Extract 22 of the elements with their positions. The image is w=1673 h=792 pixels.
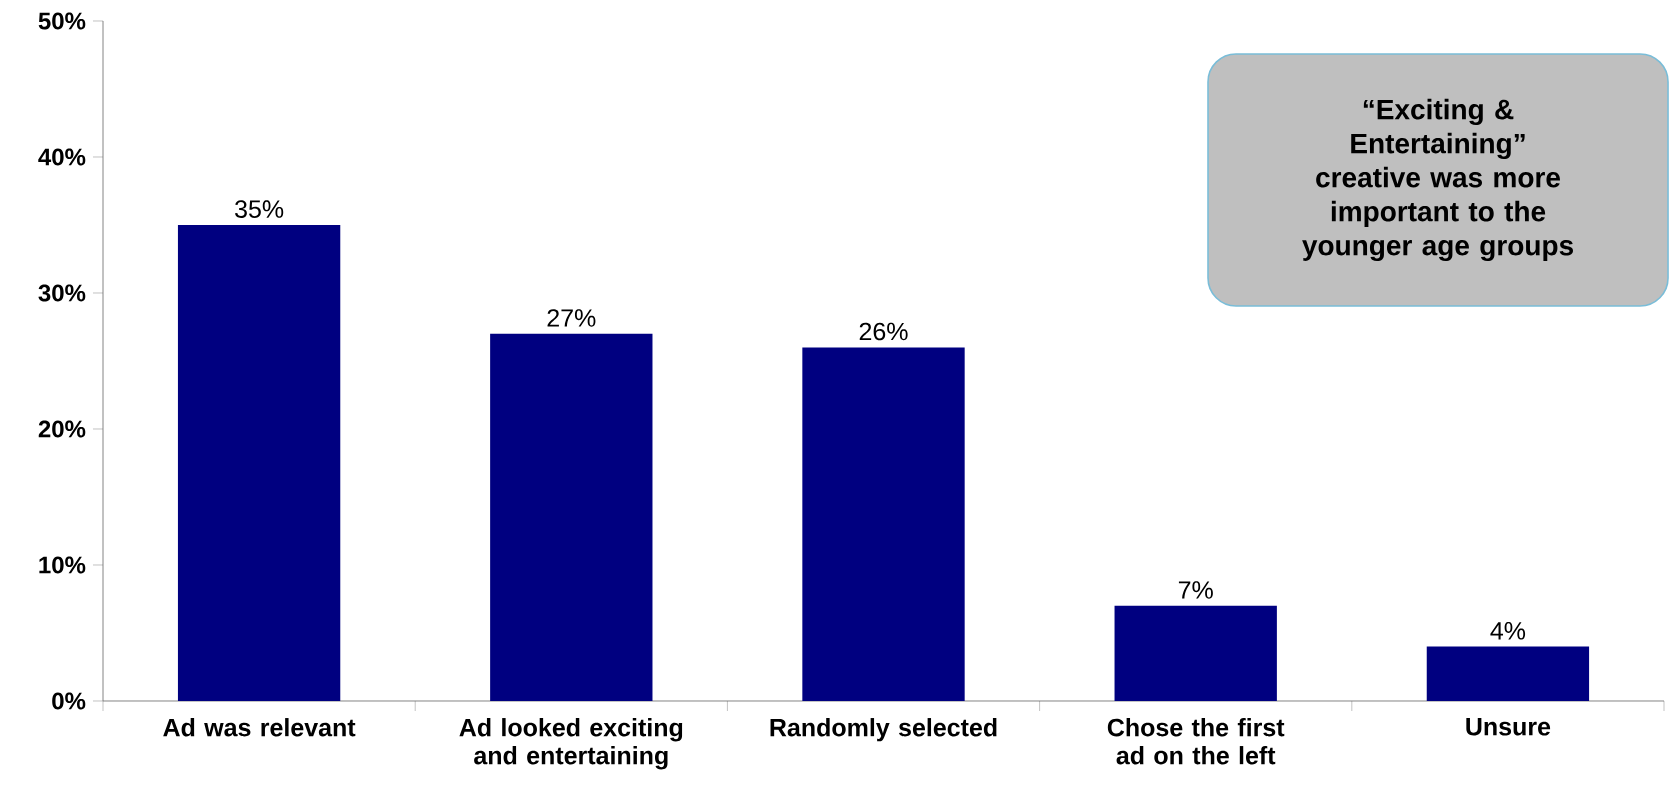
x-tick-label: Ad was relevant (163, 718, 356, 737)
annotation: “Exciting & Entertaining” creative was more important to the younger age groups (1302, 98, 1573, 262)
data-label: 7% (1178, 581, 1213, 599)
data-label: 26% (859, 322, 908, 341)
bar (1426, 646, 1590, 701)
x-tick-label: Chose the first ad on the left (1107, 718, 1285, 765)
x-tick-label: Unsure (1466, 718, 1551, 736)
bar (490, 333, 653, 701)
data-label: 27% (547, 309, 596, 327)
bar (1114, 605, 1277, 701)
y-tick-label: 40% (38, 148, 86, 166)
y-tick-label: 0% (52, 692, 86, 710)
bar (177, 225, 341, 701)
x-tick-label: Ad looked exciting and entertaining (459, 718, 683, 770)
y-tick-label: 50% (38, 12, 86, 30)
bar (802, 347, 965, 701)
data-label: 4% (1490, 622, 1526, 640)
data-label: 35% (235, 200, 284, 218)
y-tick-label: 10% (39, 556, 86, 574)
y-tick-label: 30% (38, 284, 86, 302)
y-tick-label: 20% (38, 420, 86, 438)
x-tick-label: Randomly selected (770, 718, 997, 742)
